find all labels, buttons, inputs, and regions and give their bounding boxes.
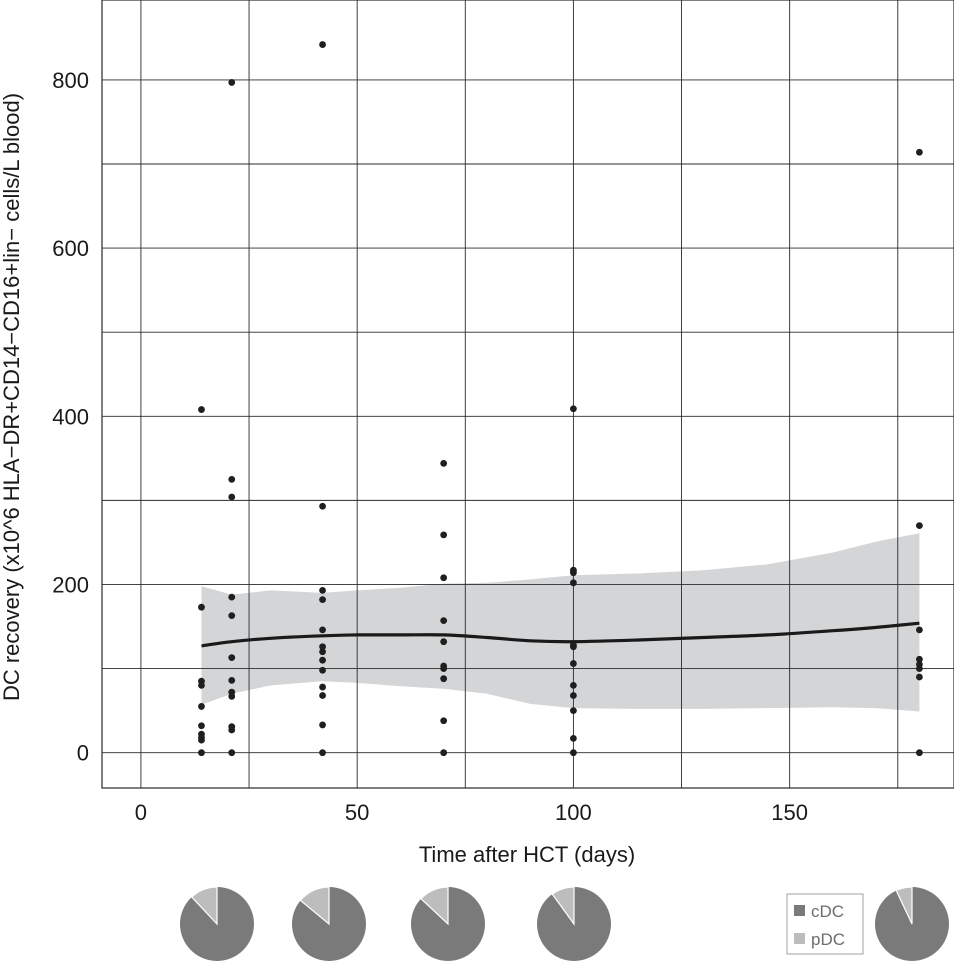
data-point <box>916 655 923 663</box>
confidence-band <box>201 533 920 712</box>
x-tick-labels: 0 50 100 150 <box>135 800 808 825</box>
data-point <box>319 721 326 729</box>
data-point <box>228 612 236 619</box>
data-point <box>198 406 205 413</box>
data-point <box>319 41 326 48</box>
x-axis-title: Time after HCT (days) <box>419 842 635 867</box>
data-point <box>916 522 923 530</box>
data-point <box>440 617 448 625</box>
y-tick-label: 800 <box>52 68 89 93</box>
data-point <box>228 79 236 86</box>
data-point <box>440 574 448 582</box>
legend-label-cdc: cDC <box>811 902 844 921</box>
pie-pdc-slice <box>420 886 449 926</box>
data-point <box>570 643 577 651</box>
data-point <box>228 493 236 501</box>
data-point <box>319 586 326 594</box>
data-point <box>570 405 577 413</box>
data-point <box>228 593 236 601</box>
smooth-line-layer <box>201 621 920 648</box>
x-tick-label: 100 <box>555 800 592 825</box>
data-point <box>319 502 326 510</box>
panel-border <box>101 0 954 789</box>
data-point <box>228 726 236 734</box>
data-point <box>198 682 205 689</box>
data-points <box>198 41 923 757</box>
legend: cDC pDC <box>786 893 864 955</box>
pie-pdc-slice <box>190 886 218 926</box>
legend-swatch-pdc <box>794 933 805 944</box>
data-point <box>198 722 205 730</box>
data-point <box>440 717 448 725</box>
data-point <box>570 569 577 577</box>
data-point <box>440 665 448 672</box>
smooth-line <box>201 621 920 648</box>
data-point <box>198 703 205 710</box>
data-point <box>570 660 577 667</box>
pie-pdc-slice <box>551 886 575 926</box>
data-point <box>916 626 923 634</box>
data-point <box>319 626 326 634</box>
data-point <box>570 682 577 689</box>
y-tick-label: 0 <box>77 741 89 766</box>
legend-swatch-cdc <box>794 905 805 916</box>
data-point <box>319 683 326 691</box>
pie-pdc-slice <box>299 886 330 926</box>
data-point <box>319 648 326 656</box>
data-point <box>916 665 923 672</box>
y-axis-title: DC recovery (x10^6 HLA−DR+CD14−CD16+lin−… <box>0 93 24 701</box>
confidence-band-layer <box>201 533 920 712</box>
data-point <box>319 596 326 604</box>
x-tick-label: 0 <box>135 800 147 825</box>
data-point <box>570 692 577 699</box>
data-point <box>440 531 448 539</box>
data-point <box>319 692 326 699</box>
data-point <box>570 707 577 715</box>
y-tick-labels: 0 200 400 600 800 <box>52 68 89 766</box>
data-point <box>228 749 236 757</box>
data-point <box>440 749 448 757</box>
data-point <box>319 749 326 757</box>
data-point <box>570 749 577 757</box>
data-point <box>916 148 923 156</box>
y-tick-label: 600 <box>52 236 89 261</box>
data-point <box>570 734 577 742</box>
data-point <box>228 676 236 684</box>
data-point <box>319 656 326 664</box>
data-point <box>198 749 205 757</box>
data-point <box>198 736 205 744</box>
legend-label-pdc: pDC <box>811 930 845 949</box>
x-tick-label: 150 <box>771 800 808 825</box>
data-point <box>198 603 205 611</box>
data-point <box>319 643 326 651</box>
data-point <box>916 749 923 757</box>
data-point <box>440 638 448 646</box>
pie-pdc-slice <box>895 886 913 925</box>
data-point <box>570 579 577 587</box>
data-point <box>228 475 236 483</box>
data-point <box>440 459 448 467</box>
data-point <box>319 666 326 674</box>
data-point <box>440 675 448 683</box>
x-tick-label: 50 <box>345 800 369 825</box>
data-point <box>228 654 236 662</box>
data-point <box>228 692 236 700</box>
y-tick-label: 200 <box>52 572 89 597</box>
gridlines <box>101 0 954 789</box>
data-point <box>916 673 923 681</box>
pie-charts <box>180 886 949 961</box>
y-tick-label: 400 <box>52 404 89 429</box>
